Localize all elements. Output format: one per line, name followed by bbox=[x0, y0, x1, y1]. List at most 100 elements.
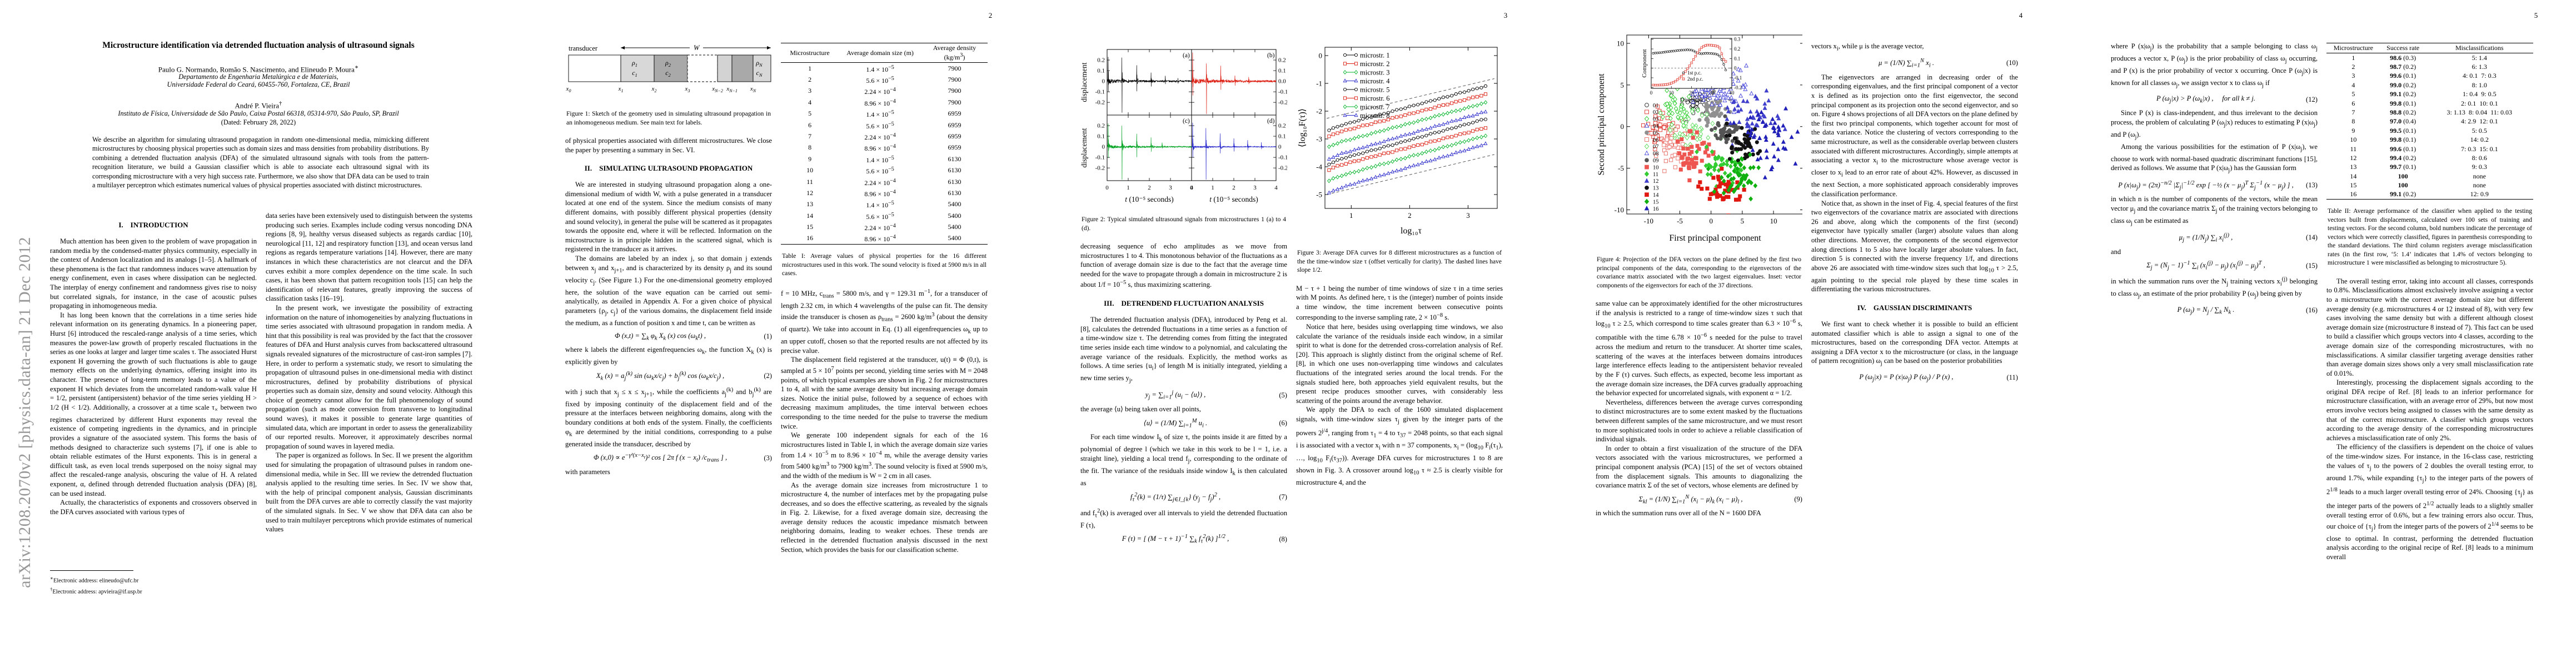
abstract: We describe an algorithm for simulating … bbox=[92, 136, 429, 190]
svg-text:-0.1: -0.1 bbox=[1095, 89, 1105, 96]
svg-text:0.2: 0.2 bbox=[1097, 57, 1105, 64]
table-cell: 5400 bbox=[948, 211, 961, 220]
table-row: 13 99.7 (0.1) 9: 0.3 bbox=[2326, 163, 2533, 172]
paragraph: in which n is the number of components o… bbox=[2111, 195, 2318, 227]
svg-text:0.1: 0.1 bbox=[1278, 133, 1286, 140]
table-cell: 5: 1.4 bbox=[2472, 53, 2487, 62]
equation-body: P (ωj) = Nj / ∑k Nk . bbox=[2177, 305, 2235, 316]
equation-body: F (τ) = [ (M − τ + 1)−1 ∑k fτ2(k) ]1/2 , bbox=[1122, 534, 1229, 545]
table-cell: 7900 bbox=[948, 98, 961, 106]
table-row: 5 1.4 × 10−5 6959 bbox=[781, 108, 988, 120]
table-cell: 4 bbox=[808, 98, 812, 106]
paragraph: vectors xi, while μ is the average vecto… bbox=[1811, 42, 1924, 52]
paragraph: We generate 100 independent signals for … bbox=[781, 431, 988, 480]
table-cell: 99.4 (0.2) bbox=[2390, 153, 2416, 162]
svg-text:0: 0 bbox=[1734, 66, 1737, 71]
table-cell: 11 bbox=[2350, 145, 2357, 153]
svg-text:-4: -4 bbox=[1316, 163, 1322, 171]
svg-text:-0.2: -0.2 bbox=[1095, 165, 1105, 172]
table-header: Misclassifications bbox=[2425, 43, 2533, 53]
equation-number: (1) bbox=[764, 332, 772, 340]
equation-body: μ = (1/N) ∑i=1N xi . bbox=[1878, 58, 1935, 69]
page-1-column-1: I. INTRODUCTION Much attention has been g… bbox=[50, 211, 257, 567]
table-row: 10 5.6 × 10−5 6130 bbox=[781, 165, 988, 176]
paragraph: and bbox=[2111, 247, 2121, 256]
table-cell: 10 bbox=[806, 166, 814, 175]
paragraph: where P (x|ωj) is the probability that a… bbox=[2111, 42, 2318, 89]
svg-text:5: 5 bbox=[1741, 217, 1745, 225]
table-cell: 2.24 × 10−4 bbox=[864, 87, 896, 96]
table-cell: 5.6 × 10−5 bbox=[866, 211, 894, 221]
equation-body: P (ωj|x) = P (x|ωj) P (ωj) / P (x) , bbox=[1859, 372, 1954, 383]
table-cell: 1.4 × 10−5 bbox=[866, 200, 894, 210]
fig2-signal bbox=[1192, 122, 1276, 180]
svg-text:1: 1 bbox=[1127, 185, 1130, 191]
paragraph: The domains are labeled by an index j, s… bbox=[565, 254, 772, 327]
equation: Σj = (Nj − 1)−1 ∑i (xi(j) − μj) (xi(j) −… bbox=[2111, 260, 2318, 271]
fig2-signal bbox=[1107, 57, 1192, 113]
svg-text:t (10⁻⁵ seconds): t (10⁻⁵ seconds) bbox=[1209, 195, 1258, 203]
svg-text:0: 0 bbox=[1621, 122, 1625, 131]
paragraph: Notice that, as shown in the inset of Fi… bbox=[1811, 199, 2018, 293]
svg-text:Direction: Direction bbox=[1680, 97, 1703, 103]
svg-text:12: 12 bbox=[1653, 178, 1659, 185]
figure-4-caption: Figure 4: Projection of the DFA vectors … bbox=[1597, 256, 1801, 289]
table-cell: 98.7 (0.2) bbox=[2390, 62, 2416, 71]
svg-text:0.1: 0.1 bbox=[1097, 68, 1105, 74]
table-cell: 6130 bbox=[948, 155, 961, 163]
svg-text:-1: -1 bbox=[1316, 79, 1322, 88]
table-cell: 99.6 (0.1) bbox=[2390, 145, 2416, 153]
svg-text:0.0: 0.0 bbox=[1278, 78, 1286, 85]
page-number: 5 bbox=[2534, 11, 2538, 19]
svg-text:30: 30 bbox=[1709, 90, 1715, 96]
svg-text:0.1: 0.1 bbox=[1734, 56, 1740, 61]
equation-number: (9) bbox=[1794, 495, 1802, 504]
equation-body: Φ (x,0) ∝ e−γ²(x−xt)² cos [ 2π f (x − xt… bbox=[593, 452, 728, 464]
equation: Σkl = (1/N) ∑i=1N (xi − μ)k (xi − μ)l , (… bbox=[1596, 494, 1802, 505]
paragraph: As the average domain size increases fro… bbox=[781, 481, 988, 554]
table-row: 6 99.8 (0.1) 2: 0.1 10: 0.1 bbox=[2326, 99, 2533, 108]
table-cell: 7 bbox=[2351, 108, 2355, 116]
table-cell: 1.4 × 10−5 bbox=[866, 155, 894, 164]
svg-text:-10: -10 bbox=[1615, 206, 1624, 214]
page-4-column-1: -10 -10 -5 -5 0 0 5 5 10 10 First principal compon… bbox=[1596, 31, 1802, 663]
svg-text:0.1: 0.1 bbox=[1097, 133, 1105, 140]
equation-body: P (x|ωj) = (2π)−n/2 |Σj|−1/2 exp [ −½ (x… bbox=[2118, 180, 2294, 191]
table-cell: 99.0 (0.2) bbox=[2390, 81, 2416, 89]
table-cell: 2 bbox=[2351, 62, 2355, 71]
table-cell: 99.1 (0.2) bbox=[2390, 90, 2416, 98]
table-row: 7 98.8 (0.2) 3: 1.13 8: 0.04 11: 0.03 bbox=[2326, 108, 2533, 117]
svg-text:11: 11 bbox=[1653, 172, 1658, 178]
svg-text:ρ2: ρ2 bbox=[665, 59, 671, 68]
table-cell: 15 bbox=[806, 223, 814, 231]
figure-3-dfa-curves: 0 -1 -2 -3 -4 -5 1 2 3 ⟨log₁₀F(τ)⟩ log₁₀τ microstr.… bbox=[1298, 47, 1498, 236]
svg-text:04: 04 bbox=[1653, 123, 1659, 130]
table-cell: 6130 bbox=[948, 177, 961, 186]
svg-text:10: 10 bbox=[1770, 217, 1777, 225]
table-header: Average density (kg/m3) bbox=[921, 43, 988, 63]
svg-text:2nd p.c.: 2nd p.c. bbox=[1687, 76, 1703, 82]
svg-text:x0: x0 bbox=[566, 86, 571, 93]
paragraph: The paper is organized as follows. In Se… bbox=[266, 451, 472, 534]
page-3-column-2: 0 -1 -2 -3 -4 -5 1 2 3 ⟨log₁₀F(τ)⟩ log₁₀τ microstr.… bbox=[1296, 42, 1503, 663]
svg-text:xN−2: xN−2 bbox=[711, 86, 723, 93]
page-2-column-2: Microstructure Average domain size (m) Ave… bbox=[781, 42, 988, 663]
equation: P (ωj) = Nj / ∑k Nk . (16) bbox=[2111, 306, 2318, 316]
table-header: Success rate bbox=[2380, 43, 2426, 53]
table-cell: 13 bbox=[806, 200, 814, 208]
page-4-column-2: vectors xi, while μ is the average vecto… bbox=[1811, 42, 2018, 663]
svg-text:01: 01 bbox=[1653, 103, 1659, 109]
table-header-row: Microstructure Average domain size (m) Ave… bbox=[781, 43, 988, 63]
table-cell: 5400 bbox=[948, 223, 961, 231]
table-row: 5 99.1 (0.2) 1: 0.4 9: 0.5 bbox=[2326, 90, 2533, 99]
equation: yj = ∑i=1j (ui − ⟨u⟩) , (5) bbox=[1080, 390, 1287, 401]
paragraph: Much attention has been given to the pro… bbox=[50, 237, 257, 310]
svg-text:-3: -3 bbox=[1316, 135, 1322, 143]
equation-body: μj = (1/Nj) ∑i xi(j) , bbox=[2179, 232, 2233, 243]
section-heading: IV. GAUSSIAN DISCRIMINANTS bbox=[1857, 303, 1972, 312]
table-cell: 8.96 × 10−4 bbox=[864, 143, 896, 153]
table-cell: 98.6 (0.3) bbox=[2390, 53, 2416, 62]
table-cell: 99.8 (0.1) bbox=[2390, 136, 2416, 144]
